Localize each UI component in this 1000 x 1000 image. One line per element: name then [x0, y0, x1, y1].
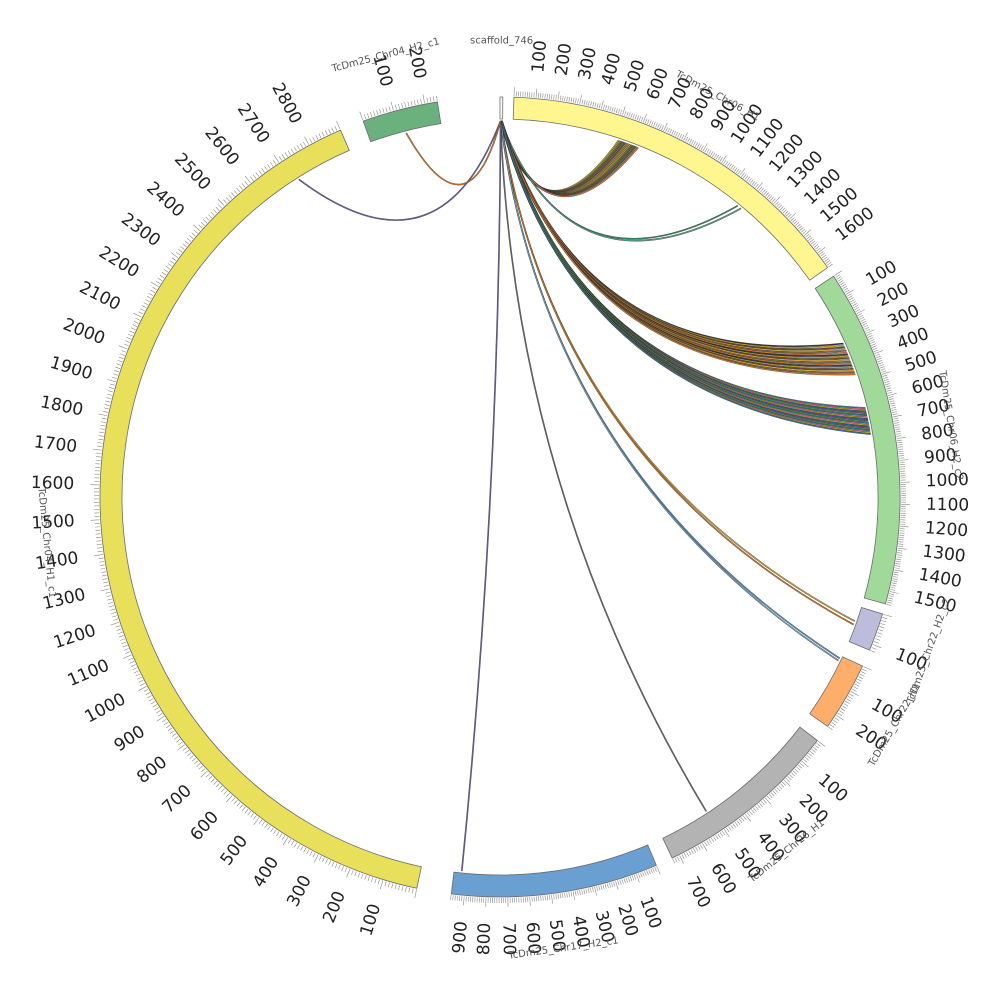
tick-label: 1500: [31, 511, 75, 533]
tick-label: 800: [474, 922, 495, 955]
ideogram-tcdm25-chr06-h2-c2: [814, 275, 901, 605]
link-ribbon: [500, 120, 742, 241]
links-layer: [298, 120, 871, 872]
tick-label: 2400: [142, 178, 188, 222]
ideogram-tcdm25-chr22-h1: [809, 656, 864, 727]
tick-label: 1200: [924, 518, 969, 541]
link-ribbon: [405, 120, 501, 185]
link-outline: [499, 120, 841, 659]
tick-label: 2300: [117, 209, 164, 251]
ideogram-scaffold-746: [499, 96, 504, 120]
tick-label: 200: [613, 902, 642, 939]
tick-label: 1100: [65, 656, 113, 691]
tick-label: 1100: [926, 495, 970, 516]
tick-label: 600: [706, 860, 740, 898]
tick-label: 500: [545, 918, 569, 953]
tick-label: 1400: [34, 548, 80, 574]
segment-name: TcDm25_Chr04_H1_c1: [35, 486, 57, 599]
tick-label: 1000: [82, 689, 130, 727]
tick-label: 400: [598, 51, 626, 87]
tick-label: 500: [217, 832, 252, 870]
tick-label: 900: [923, 445, 957, 468]
tick-label: 300: [283, 872, 316, 910]
link-ribbon: [500, 120, 707, 812]
tick-label: 900: [111, 722, 149, 756]
tick-label: 400: [249, 853, 283, 891]
segment-name: scaffold_746: [470, 35, 533, 46]
tick-label: 200: [552, 42, 576, 77]
segment-name: TcDm25_Chr22_H1: [866, 681, 923, 769]
link-outline: [499, 120, 739, 240]
link-ribbon: [500, 120, 854, 626]
ticks-tcdm25-chr26-h1: [672, 740, 826, 864]
tick-label: 500: [903, 347, 940, 376]
tick-label: 1700: [33, 432, 78, 457]
tick-label: 1900: [48, 353, 95, 385]
tick-label: 100: [357, 901, 386, 938]
tick-label: 600: [186, 807, 223, 845]
ticks-tcdm25-chr17-h2-c1: [450, 866, 661, 907]
tick-label: 2500: [170, 149, 214, 194]
tick-label: 2800: [267, 80, 305, 128]
ticks-tcdm25-chr04-h2-c1: [359, 94, 438, 121]
tick-label: 1400: [917, 565, 963, 593]
link-ribbon: [298, 120, 501, 221]
ideogram-tcdm25-chr17-h2-c1: [450, 844, 657, 898]
tick-label: 2100: [76, 278, 124, 315]
tick-label: 1300: [921, 541, 966, 566]
tick-label: 700: [682, 873, 714, 911]
tick-label: 700: [498, 923, 519, 956]
ideogram-tcdm25-chr04-h1-c1: [99, 129, 422, 889]
link-ribbon: [500, 120, 738, 240]
ideogram-layer: [90, 87, 910, 907]
tick-label: 2600: [200, 123, 243, 169]
tick-label: 2200: [95, 242, 142, 282]
ideogram-tcdm25-chr26-h1: [662, 726, 818, 859]
link-outline: [499, 120, 707, 812]
link-ribbon: [501, 120, 856, 375]
tick-label: 800: [920, 420, 955, 445]
link-ribbon: [500, 120, 839, 662]
tick-label: 600: [522, 921, 544, 955]
tick-label: 2000: [60, 315, 108, 350]
tick-label: 100: [528, 39, 551, 73]
link-ribbon: [461, 120, 501, 872]
ticks-tcdm25-chr04-h1-c1: [90, 120, 417, 899]
tick-label: 1600: [31, 473, 75, 494]
tick-label: 200: [319, 888, 350, 926]
tick-label: 1000: [925, 470, 969, 492]
tick-label: 1200: [51, 621, 98, 654]
ideogram-tcdm25-chr04-h2-c1: [362, 101, 442, 143]
tick-label: 900: [449, 920, 472, 954]
tick-label: 1800: [38, 392, 84, 420]
tick-label: 800: [133, 752, 171, 788]
link-ribbon: [500, 120, 871, 435]
tick-label: 2700: [233, 100, 274, 147]
tick-label: 700: [159, 781, 196, 818]
ticks-tcdm25-chr22-h2-c2: [870, 613, 893, 653]
link-ribbon: [500, 120, 840, 659]
ideogram-tcdm25-chr22-h2-c2: [848, 607, 884, 651]
ticks-tcdm25-chr06-h2-c2: [834, 270, 910, 606]
link-outline: [461, 120, 502, 872]
ticks-tcdm25-chr22-h1: [828, 666, 872, 731]
ideogram-tcdm25-chr06-h1: [512, 96, 829, 281]
tick-label: 300: [575, 46, 601, 82]
ticks-tcdm25-chr06-h1: [513, 87, 833, 268]
link-outline: [499, 120, 839, 662]
